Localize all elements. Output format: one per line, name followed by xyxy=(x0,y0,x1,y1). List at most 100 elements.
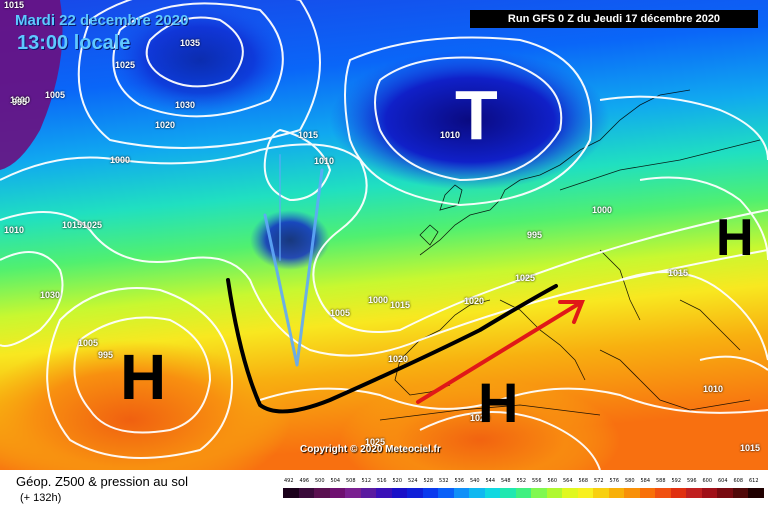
scale-swatch xyxy=(453,488,470,498)
isobar-label: 1000 xyxy=(110,155,131,165)
isobar-label: 1015 xyxy=(390,300,411,310)
scale-swatch xyxy=(593,488,609,498)
scale-value: 596 xyxy=(687,478,697,484)
isobar-label: 1005 xyxy=(78,338,99,348)
scale-value: 532 xyxy=(439,478,449,484)
isobar-label: 1005 xyxy=(330,308,351,318)
isobar-label: 1020 xyxy=(388,354,409,364)
isobar-label: 1030 xyxy=(40,290,61,300)
scale-swatch xyxy=(360,488,377,498)
model-run-label: Run GFS 0 Z du Jeudi 17 décembre 2020 xyxy=(470,10,758,28)
isobar-label: 995 xyxy=(12,97,28,107)
scale-swatch xyxy=(608,488,625,498)
scale-swatch xyxy=(469,488,485,498)
pressure-system-t: T xyxy=(455,76,498,154)
scale-swatch xyxy=(546,488,563,498)
scale-swatch xyxy=(391,488,408,498)
isobar-label: 1010 xyxy=(440,130,461,140)
isobar-label: 1010 xyxy=(314,156,335,166)
scale-value: 512 xyxy=(361,478,372,484)
isobar-label: 1015 xyxy=(4,0,25,10)
scale-swatch xyxy=(376,488,392,498)
scale-value: 528 xyxy=(423,478,434,484)
scale-value: 612 xyxy=(749,478,759,484)
scale-swatch xyxy=(717,488,733,498)
scale-value: 500 xyxy=(315,478,325,484)
scale-swatch xyxy=(670,488,687,498)
scale-swatch xyxy=(577,488,594,498)
scale-value: 516 xyxy=(377,478,387,484)
scale-value: 508 xyxy=(346,478,356,484)
isobar-label: 1025 xyxy=(115,60,136,70)
scale-value: 600 xyxy=(702,478,713,484)
scale-swatch xyxy=(329,488,346,498)
scale-value: 576 xyxy=(609,478,620,484)
local-time: 13:00 locale xyxy=(17,32,131,54)
scale-swatch xyxy=(531,488,547,498)
isobar-label: 995 xyxy=(527,230,543,240)
scale-value: 540 xyxy=(470,478,480,484)
isobar-label: 1030 xyxy=(175,100,196,110)
isobar-label: 1005 xyxy=(45,90,66,100)
scale-value: 592 xyxy=(671,478,682,484)
scale-value: 572 xyxy=(594,478,604,484)
legend-title: Géop. Z500 & pression au sol xyxy=(16,474,188,489)
isobar-label: 1035 xyxy=(180,38,201,48)
copyright-notice: Copyright © 2020 Meteociel.fr xyxy=(300,444,441,455)
scale-swatch xyxy=(639,488,656,498)
scale-value: 548 xyxy=(501,478,511,484)
isobar-label: 1015 xyxy=(62,220,83,230)
isobar-label: 1020 xyxy=(155,120,176,130)
scale-swatch xyxy=(283,488,299,498)
scale-swatch xyxy=(345,488,361,498)
scale-swatch xyxy=(422,488,439,498)
scale-swatch xyxy=(515,488,532,498)
scale-swatch xyxy=(655,488,671,498)
scale-swatch xyxy=(438,488,454,498)
scale-value: 552 xyxy=(516,478,527,484)
pressure-system-h-east: H xyxy=(716,209,754,267)
isobar-label: 1000 xyxy=(592,205,613,215)
isobar-label: 1000 xyxy=(10,95,31,105)
scale-swatch xyxy=(686,488,702,498)
weather-map xyxy=(0,0,768,470)
scale-value: 520 xyxy=(392,478,403,484)
scale-swatch xyxy=(298,488,315,498)
isobar-label: 995 xyxy=(98,350,114,360)
isobar-label: 1025 xyxy=(515,273,536,283)
isobar-label: 1015 xyxy=(668,268,689,278)
scale-value: 496 xyxy=(299,478,310,484)
isobar-label: 1000 xyxy=(368,295,389,305)
scale-swatch xyxy=(624,488,640,498)
scale-value: 608 xyxy=(733,478,744,484)
scale-value: 524 xyxy=(408,478,418,484)
scale-value: 580 xyxy=(625,478,635,484)
pressure-system-h-mediterranean: H xyxy=(478,371,519,434)
scale-value: 560 xyxy=(547,478,558,484)
forecast-date: Mardi 22 decembre 2020 xyxy=(15,12,189,29)
scale-swatch xyxy=(314,488,330,498)
scale-value: 492 xyxy=(284,478,294,484)
scale-value: 536 xyxy=(454,478,465,484)
scale-swatch xyxy=(500,488,516,498)
isobar-label: 1010 xyxy=(4,225,25,235)
isobar-label: 1020 xyxy=(464,296,485,306)
isobar-label: 1025 xyxy=(82,220,103,230)
isobar-label: 1010 xyxy=(703,384,724,394)
scale-value: 604 xyxy=(718,478,728,484)
pressure-system-h-atlantic: H xyxy=(120,341,167,413)
scale-value: 568 xyxy=(578,478,589,484)
scale-value: 584 xyxy=(640,478,651,484)
isobar-label: 1020 xyxy=(470,413,491,423)
legend-subtitle: (+ 132h) xyxy=(20,492,62,504)
scale-swatch xyxy=(562,488,578,498)
scale-value: 588 xyxy=(656,478,666,484)
scale-value: 504 xyxy=(330,478,341,484)
isobar-label: 1025 xyxy=(365,437,386,447)
scale-value: 564 xyxy=(563,478,573,484)
scale-swatch xyxy=(732,488,749,498)
isobar-label: 1015 xyxy=(298,130,319,140)
scale-swatch xyxy=(484,488,501,498)
scale-value: 556 xyxy=(532,478,542,484)
scale-swatch xyxy=(748,488,764,498)
